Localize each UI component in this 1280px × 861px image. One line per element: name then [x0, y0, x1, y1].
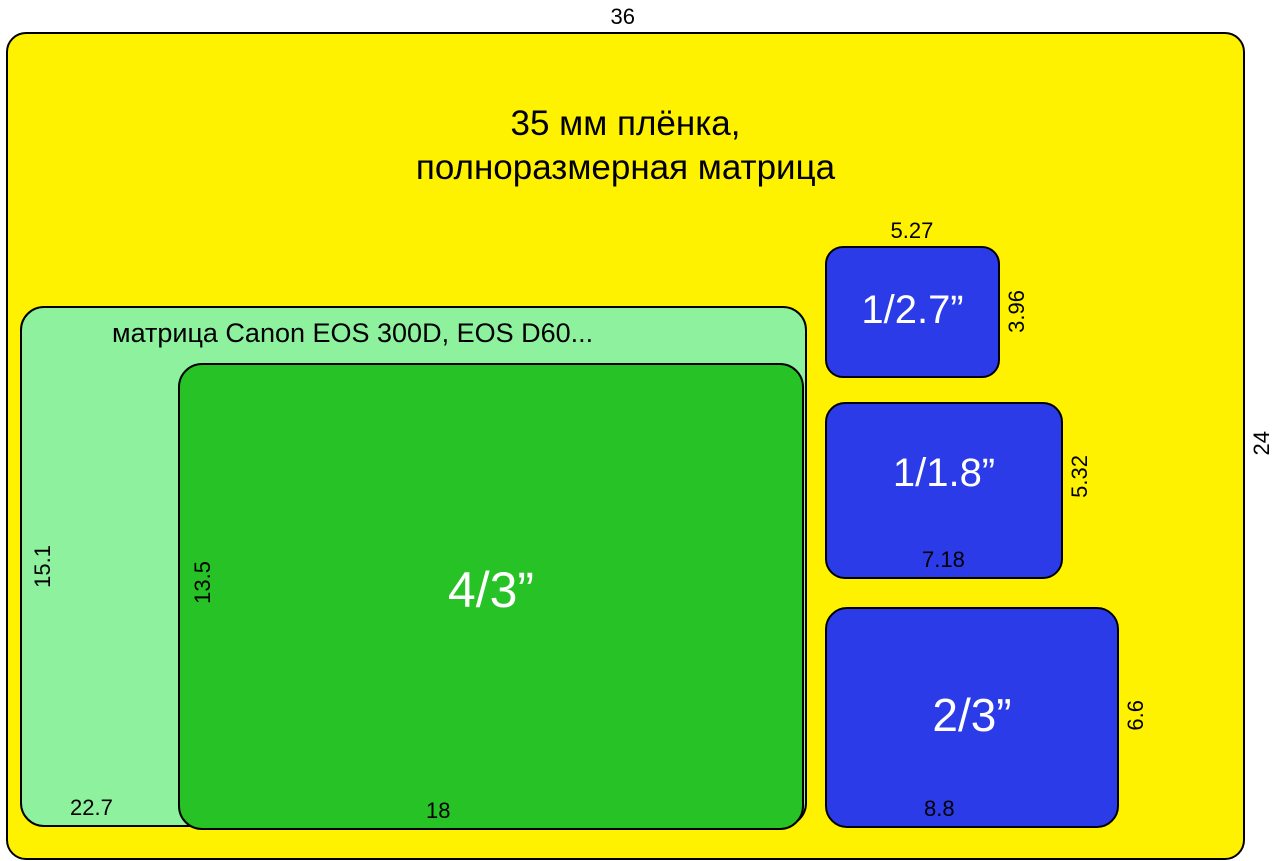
- sensor-2-3-width-label: 8.8: [924, 796, 955, 822]
- fullframe-title-line1: 35 мм плёнка,: [6, 102, 1245, 146]
- sensor-1-2-7-title: 1/2.7”: [825, 288, 1000, 333]
- sensor-1-1-8-height-label: 5.32: [1067, 455, 1093, 498]
- fullframe-title-line2: полноразмерная матрица: [6, 146, 1245, 190]
- sensor-1-2-7-width-label: 5.27: [891, 218, 934, 244]
- fullframe-width-label: 36: [611, 4, 635, 30]
- apsc-title: матрица Canon EOS 300D, EOS D60...: [112, 318, 593, 349]
- apsc-width-label: 22.7: [70, 795, 113, 821]
- sensor-1-1-8-width-label: 7.18: [922, 547, 965, 573]
- apsc-height-label: 15.1: [30, 545, 56, 588]
- sensor-size-diagram: 35 мм плёнка, полноразмерная матрица 36 …: [0, 0, 1280, 861]
- sensor-2-3-title: 2/3”: [825, 688, 1119, 742]
- sensor-1-1-8-title: 1/1.8”: [825, 451, 1063, 496]
- fullframe-title: 35 мм плёнка, полноразмерная матрица: [6, 102, 1245, 190]
- sensor-2-3-height-label: 6.6: [1123, 700, 1149, 731]
- fullframe-height-label: 24: [1249, 431, 1275, 455]
- sensor-1-2-7-height-label: 3.96: [1004, 290, 1030, 333]
- four-thirds-title: 4/3”: [178, 561, 804, 619]
- four-thirds-height-label: 13.5: [190, 561, 216, 604]
- four-thirds-width-label: 18: [426, 798, 450, 824]
